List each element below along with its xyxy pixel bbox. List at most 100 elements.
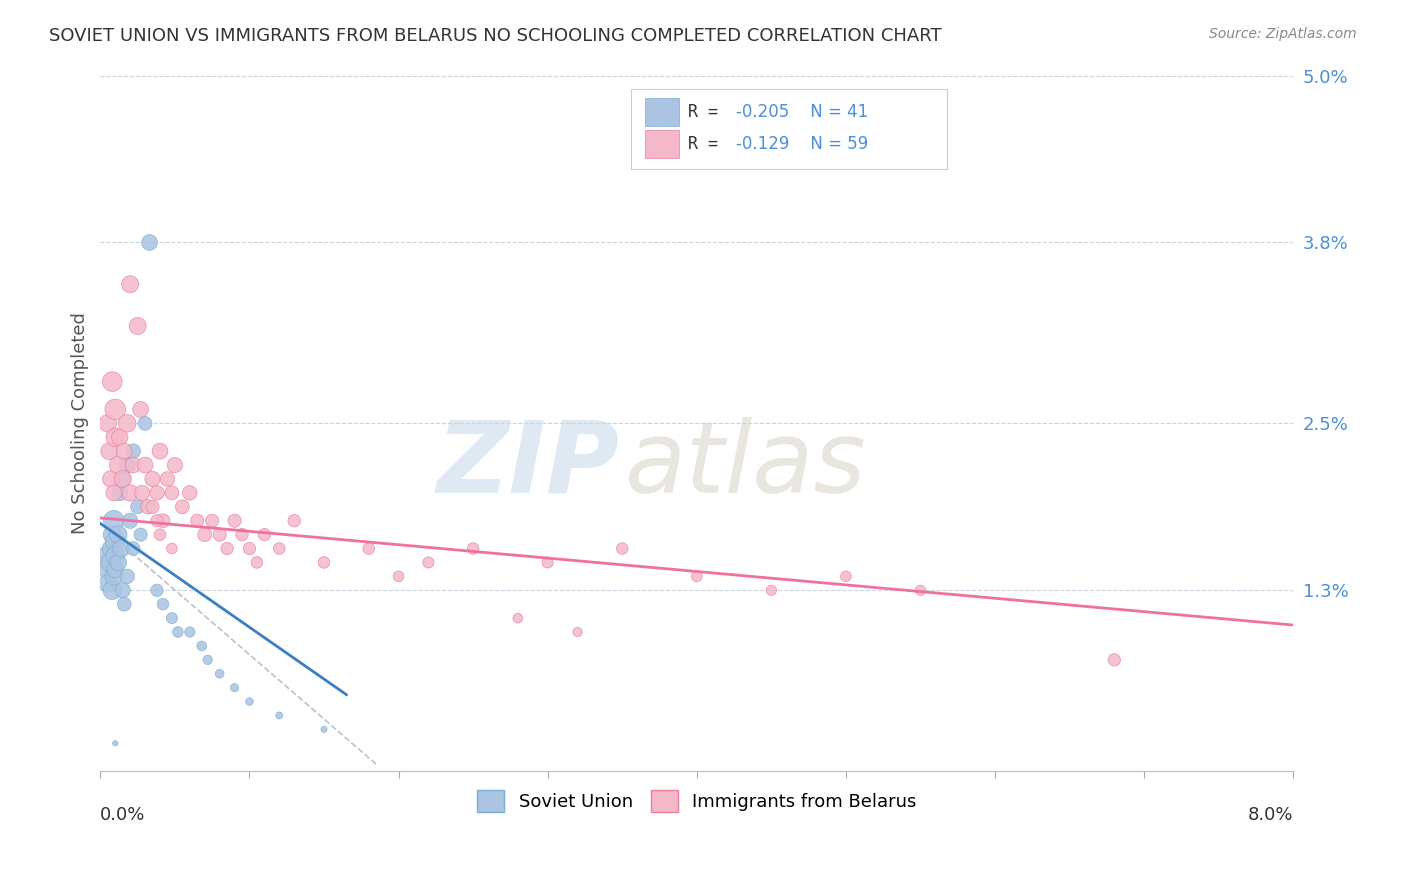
Point [97, 417, 120, 431]
Point [120, 486, 142, 500]
Point [156, 472, 179, 486]
Point [186, 514, 208, 528]
Text: Source: ZipAtlas.com: Source: ZipAtlas.com [1209, 27, 1357, 41]
Point [208, 527, 231, 541]
Point [122, 458, 145, 472]
Point [129, 402, 152, 417]
Point [107, 527, 129, 541]
Point [101, 375, 124, 389]
Point [104, 736, 127, 750]
Point [567, 625, 589, 640]
Point [104, 402, 127, 417]
Point [122, 444, 145, 458]
Point [97, 562, 120, 576]
Point [98, 444, 121, 458]
Point [100, 472, 122, 486]
Text: R =: R = [689, 136, 738, 153]
Point [179, 625, 201, 640]
Point [104, 549, 127, 563]
Point [463, 541, 485, 556]
Y-axis label: No Schooling Completed: No Schooling Completed [72, 312, 89, 534]
Point [100, 541, 122, 556]
Point [167, 625, 190, 640]
Point [418, 556, 440, 570]
Point [201, 514, 224, 528]
Bar [645, 130, 679, 158]
Point [131, 486, 153, 500]
Point [112, 597, 135, 611]
Point [134, 458, 156, 472]
Point [111, 583, 134, 598]
Point [111, 472, 134, 486]
Point [163, 458, 186, 472]
Point [761, 583, 783, 598]
Text: R =: R = [689, 103, 728, 121]
Point [269, 541, 291, 556]
Point [97, 576, 120, 591]
Point [104, 562, 127, 576]
Point [238, 695, 260, 709]
Point [179, 486, 201, 500]
Text: -0.129    N = 59: -0.129 N = 59 [737, 136, 869, 153]
Point [112, 444, 135, 458]
Point [115, 417, 138, 431]
Point [269, 708, 291, 723]
FancyBboxPatch shape [631, 89, 948, 169]
Point [190, 639, 212, 653]
Point [101, 583, 124, 598]
Point [146, 514, 169, 528]
Point [127, 500, 149, 514]
Point [104, 534, 127, 549]
Point [115, 569, 138, 583]
Bar [645, 98, 679, 127]
Point [506, 611, 529, 625]
Point [686, 569, 709, 583]
Point [107, 556, 129, 570]
Point [127, 318, 149, 333]
Point [134, 417, 156, 431]
Point [194, 527, 217, 541]
Legend: Soviet Union, Immigrants from Belarus: Soviet Union, Immigrants from Belarus [468, 781, 925, 822]
Point [141, 472, 163, 486]
Point [238, 541, 260, 556]
Point [172, 500, 194, 514]
Point [197, 653, 219, 667]
Point [136, 500, 159, 514]
Point [122, 541, 145, 556]
Point [97, 549, 120, 563]
Text: SOVIET UNION VS IMMIGRANTS FROM BELARUS NO SCHOOLING COMPLETED CORRELATION CHART: SOVIET UNION VS IMMIGRANTS FROM BELARUS … [49, 27, 942, 45]
Point [160, 486, 183, 500]
Point [107, 458, 129, 472]
Point [120, 514, 142, 528]
Point [120, 277, 142, 292]
Point [146, 486, 169, 500]
Point [152, 514, 174, 528]
Point [108, 486, 131, 500]
Text: -0.205    N = 41: -0.205 N = 41 [737, 103, 869, 121]
Point [537, 556, 560, 570]
Point [103, 569, 125, 583]
Point [835, 569, 858, 583]
Point [231, 527, 253, 541]
Point [149, 527, 172, 541]
Point [224, 681, 246, 695]
Point [910, 583, 932, 598]
Point [111, 472, 134, 486]
Point [103, 486, 125, 500]
Point [208, 666, 231, 681]
Point [152, 597, 174, 611]
Point [283, 514, 305, 528]
Point [103, 514, 125, 528]
Point [160, 541, 183, 556]
Point [312, 556, 335, 570]
Point [110, 541, 132, 556]
Point [149, 444, 172, 458]
Point [146, 583, 169, 598]
Point [246, 556, 269, 570]
Point [387, 569, 409, 583]
Point [1104, 653, 1126, 667]
Point [612, 541, 634, 556]
Point [100, 556, 122, 570]
Point [312, 723, 335, 737]
Point [138, 235, 160, 250]
